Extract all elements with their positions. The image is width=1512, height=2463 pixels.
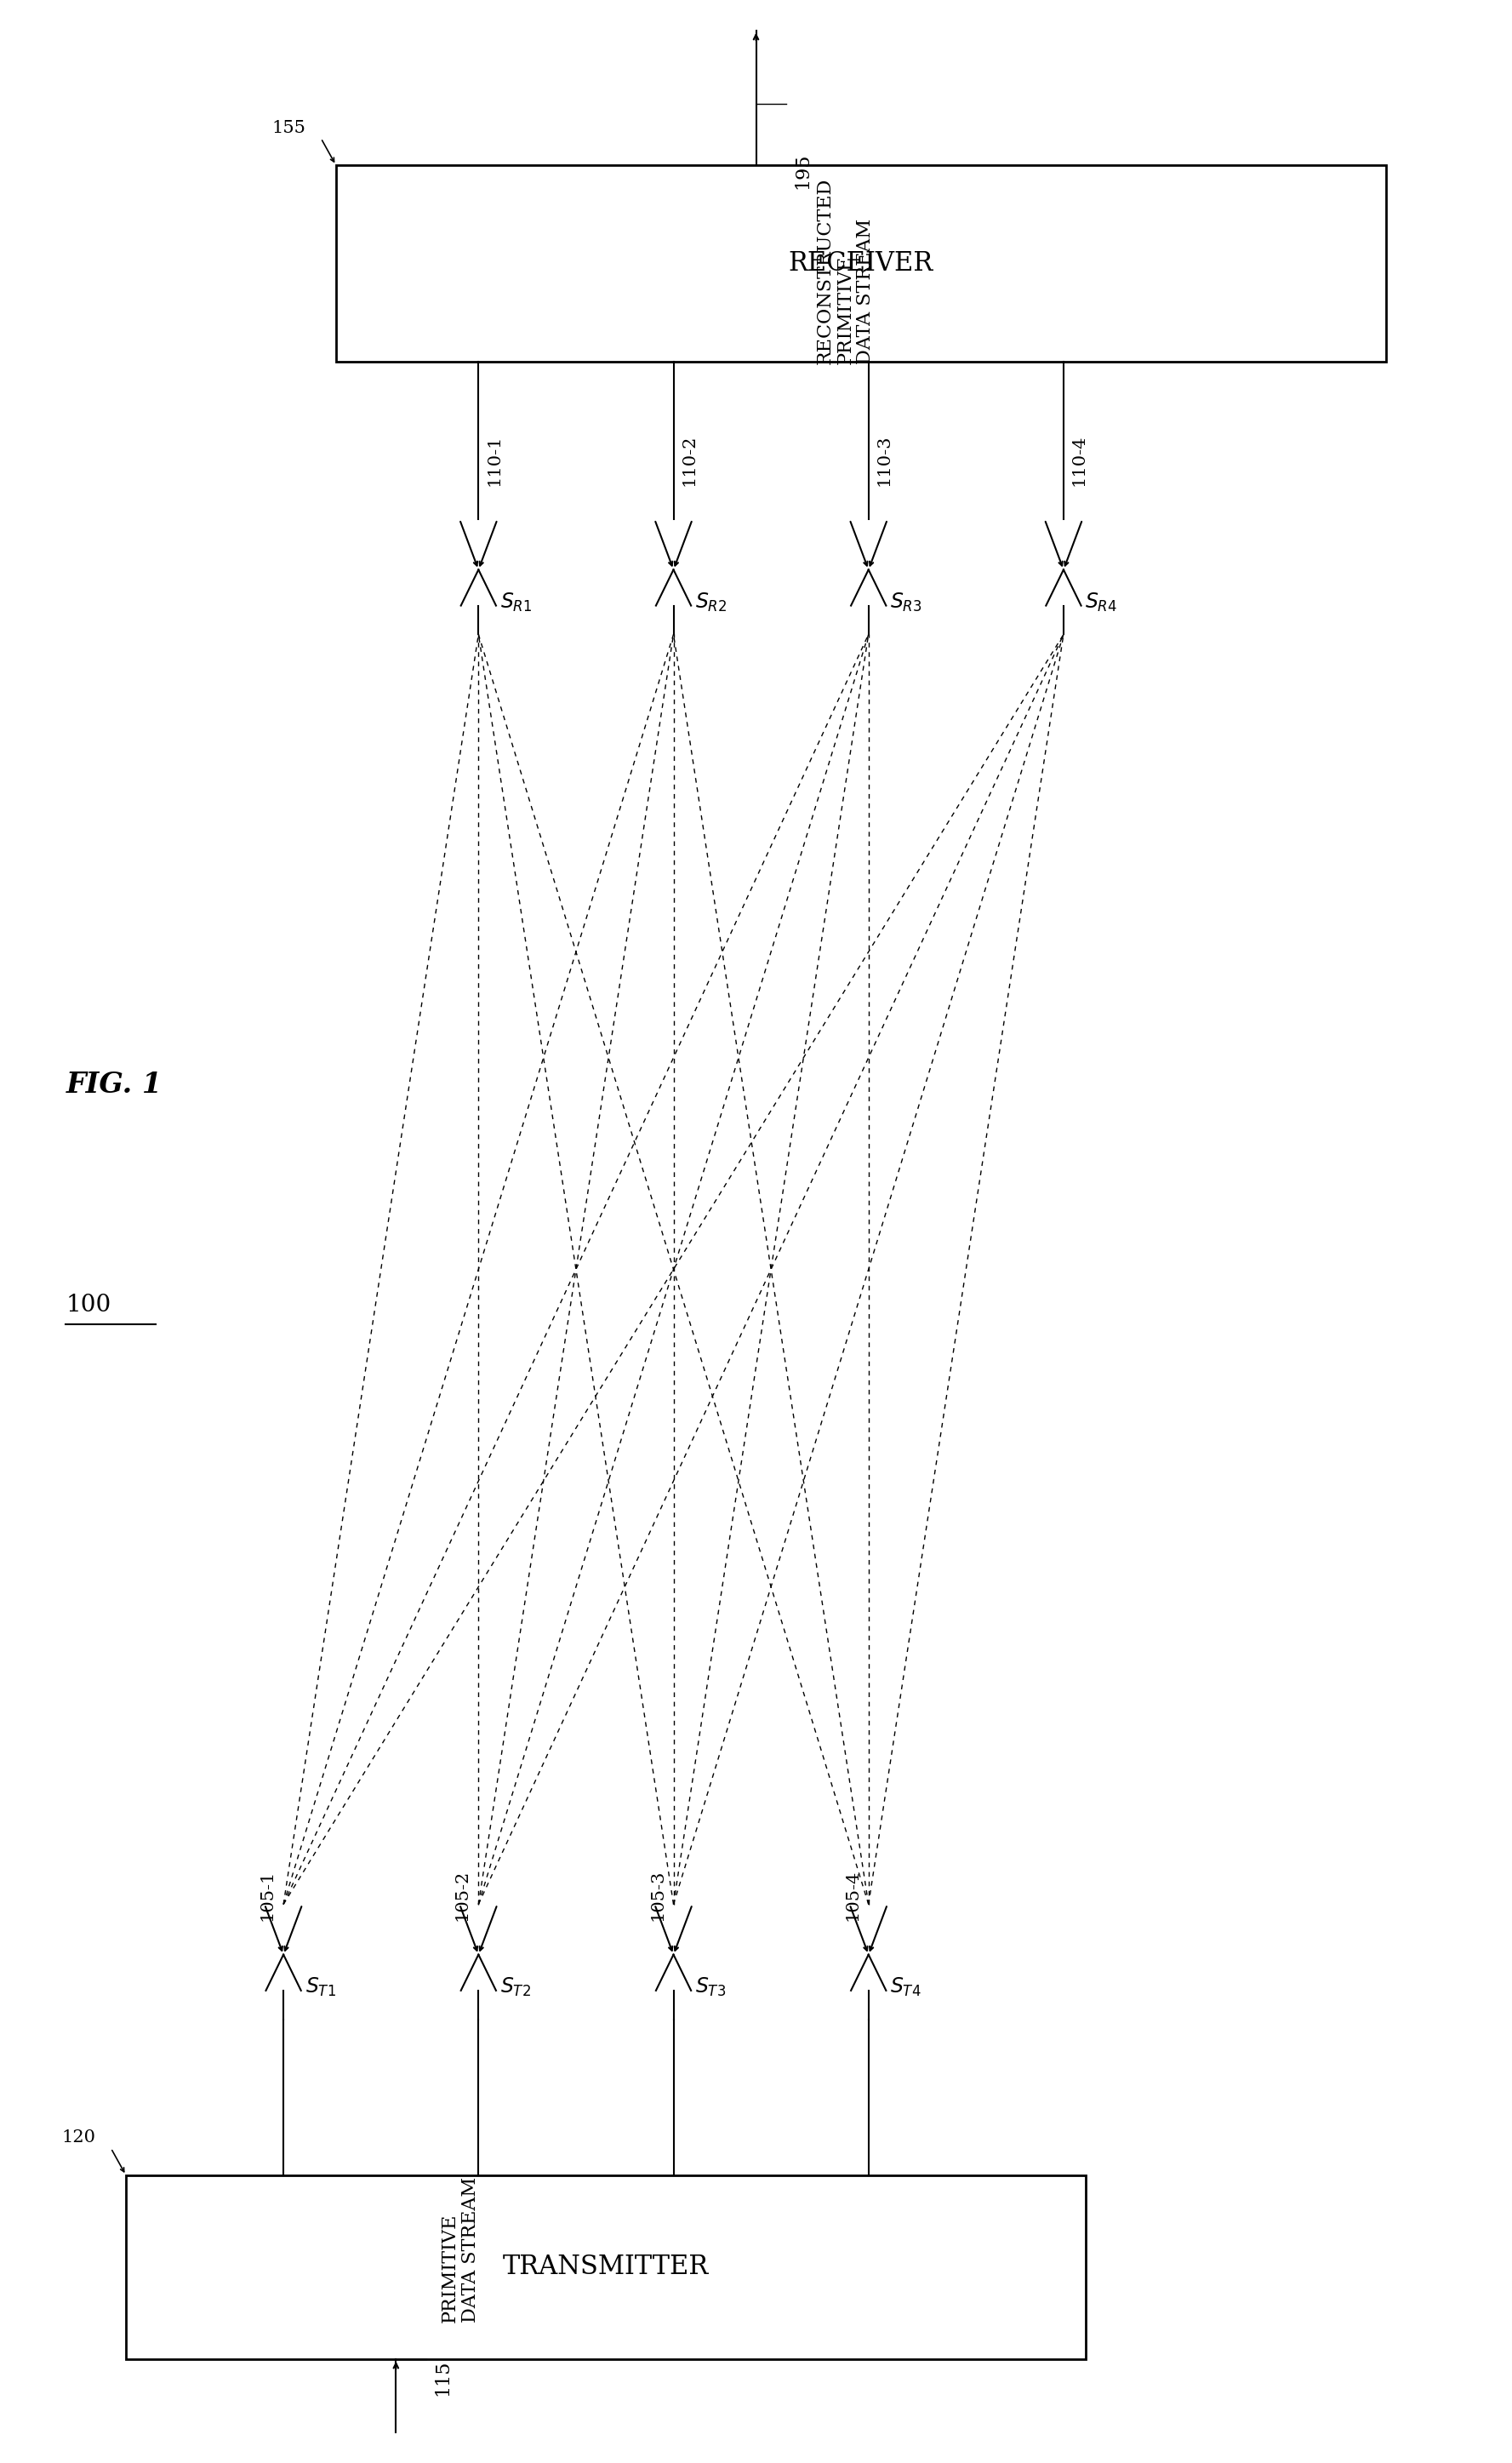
- Text: $S_{R3}$: $S_{R3}$: [891, 591, 922, 613]
- Bar: [336, 165, 1387, 362]
- Text: FIG. 1: FIG. 1: [67, 1071, 162, 1098]
- Text: 100: 100: [67, 1293, 112, 1318]
- Text: 110-1: 110-1: [485, 433, 502, 485]
- Text: $S_{R4}$: $S_{R4}$: [1086, 591, 1117, 613]
- Text: 110-3: 110-3: [875, 433, 892, 485]
- Text: $S_{T2}$: $S_{T2}$: [500, 1975, 531, 1997]
- Text: RECONSTRUCTED
PRIMITIVE
DATA STREAM: RECONSTRUCTED PRIMITIVE DATA STREAM: [816, 177, 875, 365]
- Text: 105-1: 105-1: [259, 1869, 275, 1921]
- Text: 110-2: 110-2: [680, 433, 697, 485]
- Text: 105-3: 105-3: [649, 1869, 665, 1921]
- Text: 110-4: 110-4: [1070, 433, 1087, 485]
- Text: 120: 120: [62, 2130, 95, 2145]
- Text: 105-2: 105-2: [454, 1869, 470, 1921]
- Text: $S_{T4}$: $S_{T4}$: [891, 1975, 921, 1997]
- Text: $S_{R1}$: $S_{R1}$: [500, 591, 532, 613]
- Bar: [125, 2175, 1086, 2360]
- Text: 115: 115: [434, 2360, 452, 2396]
- Text: 155: 155: [272, 121, 305, 135]
- Text: $S_{T3}$: $S_{T3}$: [696, 1975, 726, 1997]
- Text: 195: 195: [794, 153, 812, 190]
- Text: 105-4: 105-4: [844, 1869, 860, 1921]
- Text: $S_{T1}$: $S_{T1}$: [305, 1975, 336, 1997]
- Text: $S_{R2}$: $S_{R2}$: [696, 591, 727, 613]
- Text: TRANSMITTER: TRANSMITTER: [503, 2254, 709, 2281]
- Text: PRIMITIVE
DATA STREAM: PRIMITIVE DATA STREAM: [442, 2177, 479, 2323]
- Text: RECEIVER: RECEIVER: [789, 251, 933, 276]
